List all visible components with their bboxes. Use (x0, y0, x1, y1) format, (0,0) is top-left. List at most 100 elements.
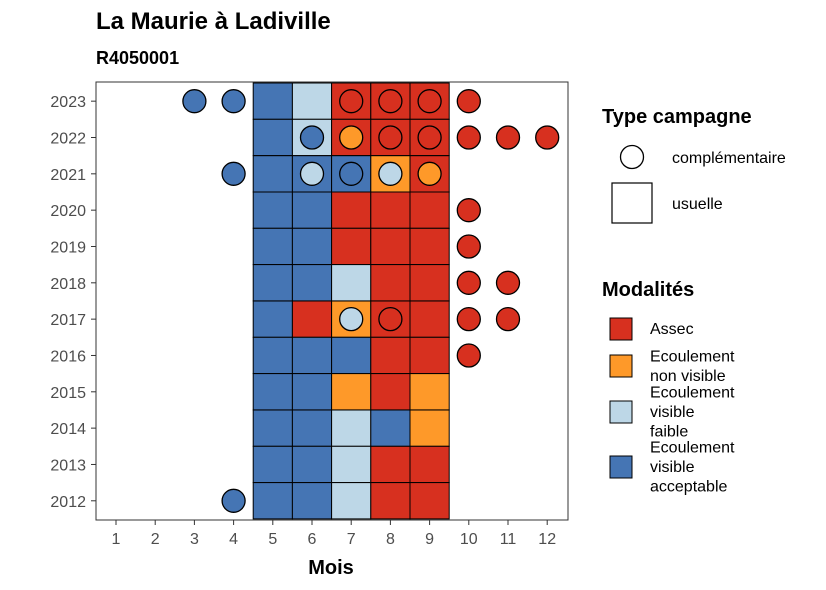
x-tick-label: 10 (460, 531, 478, 548)
tile-2012-8 (370, 482, 411, 520)
tile-2022-5 (252, 118, 293, 157)
tile-2013-9 (409, 445, 450, 484)
tile-2019-9 (409, 227, 450, 266)
chart-subtitle: R4050001 (96, 48, 179, 68)
point-2023-4 (221, 89, 246, 114)
point-2021-7 (339, 161, 364, 186)
y-tick-label: 2017 (50, 312, 86, 329)
point-2022-9 (417, 125, 442, 150)
point-2017-11 (495, 306, 521, 332)
legend-label-acceptable: acceptable (650, 479, 727, 496)
x-tick-label: 2 (151, 531, 160, 548)
tile-2019-5 (252, 227, 293, 266)
y-tick-label: 2013 (50, 457, 86, 474)
tile-2016-7 (331, 336, 372, 375)
y-tick-label: 2021 (50, 167, 86, 184)
legend-key-non_visible (609, 354, 633, 378)
legend-label-non_visible: non visible (650, 368, 726, 385)
y-tick-label: 2015 (50, 385, 86, 402)
point-2023-7 (339, 89, 364, 114)
x-tick-label: 4 (229, 531, 238, 548)
legend-type-campagne: Type campagne complémentaire usuelle (602, 106, 786, 224)
legend-square-key (611, 182, 653, 224)
y-tick-label: 2016 (50, 348, 86, 365)
tile-2015-6 (291, 373, 333, 411)
y-tick-label: 2018 (50, 276, 86, 293)
point-2022-11 (495, 125, 521, 150)
tile-2012-7 (331, 482, 372, 520)
tile-2020-5 (252, 191, 293, 229)
tile-2016-6 (291, 336, 333, 375)
tile-2016-9 (409, 336, 450, 375)
tile-2023-6 (291, 82, 333, 120)
tile-2014-9 (409, 409, 450, 447)
tile-2015-7 (331, 373, 372, 411)
tile-2019-8 (370, 227, 411, 266)
point-2023-8 (378, 89, 403, 114)
y-tick-label: 2012 (50, 494, 86, 511)
x-tick-label: 3 (190, 531, 199, 548)
legend-type-label: complémentaire (672, 150, 786, 167)
tile-2014-5 (252, 409, 293, 447)
point-2022-8 (378, 125, 403, 150)
x-tick-label: 12 (538, 531, 556, 548)
point-2020-10 (456, 198, 481, 223)
legend-label-assec: Assec (650, 321, 694, 338)
legend-label-faible: Ecoulement (650, 385, 735, 402)
x-tick-label: 1 (112, 531, 121, 548)
legend-label-faible: visible (650, 404, 695, 421)
tile-2015-8 (370, 373, 411, 411)
tile-2014-8 (370, 409, 411, 447)
tile-2013-5 (252, 445, 293, 484)
legend-type-label: usuelle (672, 196, 723, 213)
point-2012-4 (221, 488, 246, 513)
tile-2013-6 (291, 445, 333, 484)
point-2023-10 (456, 89, 481, 114)
legend-type-title: Type campagne (602, 106, 752, 128)
tile-2023-5 (252, 82, 293, 120)
tile-2012-6 (291, 482, 333, 520)
point-2023-3 (182, 89, 207, 114)
point-2019-10 (456, 234, 481, 259)
x-tick-label: 8 (386, 531, 395, 548)
x-tick-label: 7 (347, 531, 356, 548)
tile-2018-9 (409, 264, 450, 302)
x-tick-label: 11 (500, 531, 517, 548)
complementaire-points (182, 89, 560, 513)
tile-2017-6 (291, 300, 333, 338)
usuelle-tiles (252, 82, 450, 520)
point-2021-8 (378, 161, 403, 186)
panel-border (95, 81, 569, 521)
point-2016-10 (456, 343, 481, 368)
tile-2020-9 (409, 191, 450, 229)
point-2021-9 (417, 161, 442, 186)
tile-2020-7 (331, 191, 372, 229)
tile-2015-5 (252, 373, 293, 411)
y-tick-label: 2023 (50, 94, 86, 111)
tile-2012-9 (409, 482, 450, 520)
point-2017-8 (378, 306, 403, 332)
point-2022-10 (456, 125, 481, 150)
chart-title: La Maurie à Ladiville (96, 8, 331, 35)
legend-modalites-title: Modalités (602, 279, 694, 301)
y-tick-label: 2020 (50, 203, 86, 220)
x-axis-title: Mois (308, 557, 354, 579)
legend-label-non_visible: Ecoulement (650, 348, 735, 365)
x-tick-label: 6 (308, 531, 317, 548)
tile-2014-7 (331, 409, 372, 447)
y-tick-label: 2014 (50, 421, 86, 438)
tile-2017-5 (252, 300, 293, 338)
legend-circle-key (619, 144, 645, 170)
legend-label-acceptable: Ecoulement (650, 440, 735, 457)
tile-2020-8 (370, 191, 411, 229)
tile-2016-8 (370, 336, 411, 375)
tile-2012-5 (252, 482, 293, 520)
y-tick-label: 2022 (50, 130, 86, 147)
tile-2016-5 (252, 336, 293, 375)
point-2022-7 (339, 125, 364, 150)
point-2021-4 (221, 161, 246, 186)
point-2023-9 (417, 89, 442, 114)
tile-2019-7 (331, 227, 372, 266)
tile-2020-6 (291, 191, 333, 229)
